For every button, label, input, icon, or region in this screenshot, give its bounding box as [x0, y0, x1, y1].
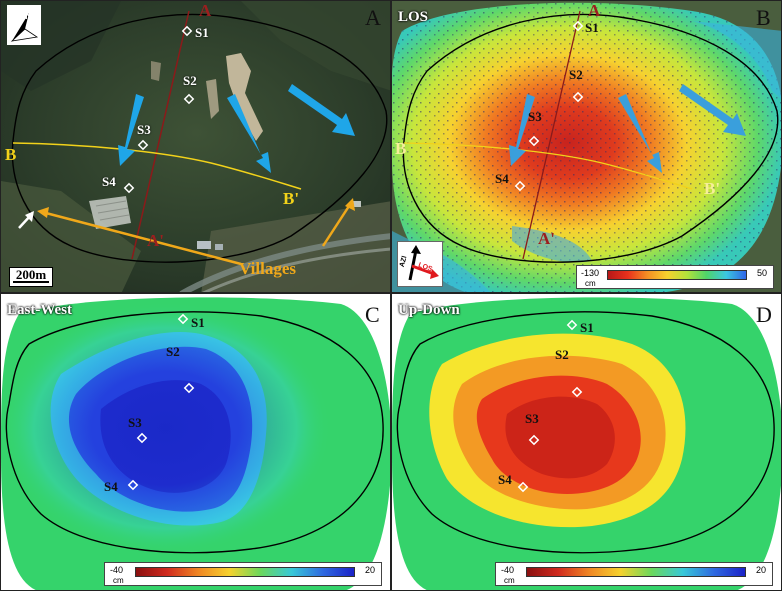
profile-b-start-label-b: B: [395, 139, 407, 158]
los-deformation-map: [392, 1, 781, 292]
colorbar-ud: -40 20 cm: [495, 562, 773, 586]
site-markers: [123, 25, 195, 194]
colorbar-ew: -40 20 cm: [104, 562, 382, 586]
panel-d-title: Up-Down: [398, 302, 460, 318]
east-west-deformation-map: [1, 294, 390, 590]
site-label-s2-b: S2: [569, 67, 583, 82]
colorbar-los-gradient: [607, 270, 747, 280]
site-label-s4-c: S4: [104, 479, 118, 494]
colorbar-ew-max: 20: [364, 565, 375, 575]
profile-b-end-label-b: B': [704, 179, 721, 198]
north-arrow-icon: [7, 5, 41, 45]
scale-bar: 200m: [9, 267, 53, 287]
azimuth-arrows-icon: [408, 245, 439, 281]
site-label-s2-d: S2: [555, 347, 569, 362]
satellite-map: [1, 1, 390, 292]
panel-letter-a: A: [365, 5, 381, 30]
panel-b-los: LOS B S1 S2 S3 S4 A A' B B' AZI LOS -130…: [391, 0, 782, 293]
panel-b-title: LOS: [398, 9, 429, 25]
site-label-s1-c: S1: [191, 315, 205, 330]
site-label-s4-b: S4: [495, 171, 509, 186]
colorbar-los: -130 50 cm: [576, 265, 774, 289]
site-label-s3-b: S3: [528, 109, 542, 124]
site-label-s4-d: S4: [498, 472, 512, 487]
colorbar-ew-min: -40: [110, 565, 124, 575]
panel-letter-d: D: [756, 302, 772, 327]
site-label-s1: S1: [195, 25, 209, 40]
site-label-s3-c: S3: [128, 415, 142, 430]
colorbar-ud-min: -40: [501, 565, 515, 575]
colorbar-ew-gradient: [135, 567, 355, 577]
azimuth-los-compass: AZI LOS: [397, 241, 443, 287]
site-label-s4: S4: [102, 174, 116, 189]
profile-b-start-label: B: [5, 145, 17, 164]
north-label: N: [25, 11, 33, 22]
panel-letter-c: C: [365, 302, 380, 327]
panel-letter-b: B: [756, 5, 771, 30]
colorbar-los-unit: cm: [585, 279, 596, 288]
up-down-deformation-map: [392, 294, 781, 590]
colorbar-ew-unit: cm: [113, 576, 124, 585]
profile-b-end-label: B': [283, 189, 300, 208]
panel-a-satellite: A N S1 S2 S3 S4 A A' B B' Villages 200m: [0, 0, 391, 293]
colorbar-los-min: -130: [581, 268, 600, 278]
villages-label: Villages: [239, 259, 296, 278]
panel-d-up-down: Up-Down D S1 S2 S3 S4 -40 20 cm: [391, 293, 782, 591]
site-label-s1-d: S1: [580, 320, 594, 335]
site-label-s3: S3: [137, 122, 151, 137]
colorbar-ud-max: 20: [755, 565, 766, 575]
site-label-s3-d: S3: [525, 411, 539, 426]
profile-a-end-label: A': [147, 231, 164, 250]
scale-label: 200m: [15, 267, 47, 282]
site-label-s2-c: S2: [166, 344, 180, 359]
panel-c-east-west: East-West C S1 S2 S3 S4 -40 20 cm: [0, 293, 391, 591]
colorbar-ud-unit: cm: [504, 576, 515, 585]
profile-a-end-label-b: A': [538, 229, 555, 248]
colorbar-ud-gradient: [526, 567, 746, 577]
site-label-s1-b: S1: [585, 20, 599, 35]
panel-c-title: East-West: [7, 302, 72, 318]
colorbar-los-max: 50: [756, 268, 767, 278]
profile-a-start-label-b: A: [588, 1, 601, 20]
profile-a-start-label: A: [199, 1, 212, 20]
site-label-s2: S2: [183, 73, 197, 88]
